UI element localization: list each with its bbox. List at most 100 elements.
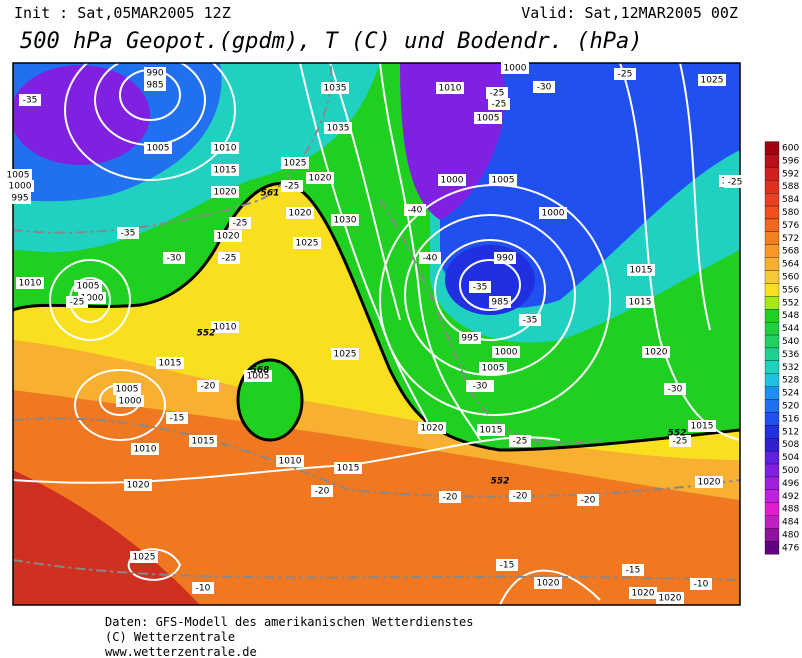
colorbar-swatch: [764, 515, 780, 529]
temperature-label-box: [19, 94, 41, 106]
isobar-label-box: [331, 214, 359, 226]
colorbar-label: 496: [782, 479, 799, 489]
temperature-label: -30: [167, 254, 182, 264]
colorbar-swatch: [764, 541, 780, 555]
isobar-label-box: [459, 332, 481, 344]
temperature-label: -40: [408, 206, 423, 216]
isobar-label-box: [144, 79, 166, 91]
temperature-label-box: [117, 227, 139, 239]
colorbar-swatch: [764, 257, 780, 271]
colorbar-swatch: [764, 450, 780, 465]
map: [13, 63, 740, 605]
colorbar-label: 568: [782, 247, 799, 257]
isobar-label: 995: [461, 334, 478, 344]
temperature-label-box: [496, 559, 518, 571]
isobar-label-box: [324, 122, 352, 134]
isobar-label: 1025: [133, 553, 156, 563]
isobar-label-box: [438, 174, 466, 186]
isobar-label: 1005: [247, 372, 270, 382]
colorbar-swatch: [764, 180, 780, 194]
isobar-label: 1000: [119, 397, 142, 407]
temperature-label: -20: [581, 496, 596, 506]
isobar-label-box: [477, 424, 505, 436]
isobar-label-box: [286, 207, 314, 219]
temperature-label: -25: [673, 437, 688, 447]
colorbar-label: 524: [782, 389, 799, 399]
isobar-label: 1020: [127, 481, 150, 491]
temperature-label-box: [509, 435, 531, 447]
isobar-label-box: [124, 479, 152, 491]
colorbar-swatch: [764, 463, 780, 478]
isobar-label: 1020: [217, 232, 240, 242]
isobar-label: 985: [491, 298, 508, 308]
isobar-label-box: [492, 346, 520, 358]
isobar-label: 1005: [116, 385, 139, 395]
isobar-label-box: [688, 420, 716, 432]
colorbar-swatch: [764, 399, 780, 413]
isobar-label: 985: [146, 81, 163, 91]
isobar-label: 1000: [441, 176, 464, 186]
isobar-label-box: [436, 82, 464, 94]
temperature-label-box: [281, 180, 303, 192]
isobar-label: 1020: [309, 174, 332, 184]
colorbar-label: 560: [782, 273, 799, 283]
isobar-label: 1035: [324, 84, 347, 94]
colorbar-swatch: [764, 489, 780, 503]
isobar-label-box: [494, 252, 516, 264]
isobar-label: 1035: [327, 124, 350, 134]
colorbar-label: 480: [782, 531, 799, 541]
colorbar-swatch: [764, 141, 780, 155]
isobar-label-box: [130, 551, 158, 563]
temperature-label-box: [533, 81, 555, 93]
colorbar-swatch: [764, 218, 780, 232]
temperature-label: -35: [121, 229, 136, 239]
isobar-label: 1015: [337, 464, 360, 474]
colorbar-swatch: [764, 373, 780, 387]
colorbar-swatch: [764, 412, 780, 426]
temperature-label: -25: [728, 178, 743, 188]
isobar-label: 1000: [542, 209, 565, 219]
colorbar-swatch: [764, 321, 780, 336]
isobar-label: 1015: [630, 266, 653, 276]
height-label: 568: [251, 366, 270, 376]
colorbar-label: 544: [782, 324, 799, 334]
isobar-label-box: [489, 174, 517, 186]
colorbar-swatch: [764, 386, 780, 400]
temperature-label: -15: [500, 561, 515, 571]
isobar-label: 1000: [495, 348, 518, 358]
isobar-label-box: [627, 264, 655, 276]
isobar-label: 1030: [334, 216, 357, 226]
isobar-label: 1025: [334, 350, 357, 360]
isobar-label-box: [501, 62, 529, 74]
isobar-label: 990: [146, 69, 163, 79]
isobar-label-box: [334, 462, 362, 474]
colorbar-label: 564: [782, 260, 799, 270]
colorbar-label: 476: [782, 543, 799, 553]
temperature-label: -20: [443, 493, 458, 503]
colorbar-label: 532: [782, 363, 799, 373]
colorbar-label: 596: [782, 156, 799, 166]
temperature-label-box: [724, 176, 746, 188]
isobar-label-box: [131, 443, 159, 455]
temperature-label-box: [197, 380, 219, 392]
isobar-label-box: [489, 296, 511, 308]
isobar-label-box: [474, 112, 502, 124]
temperature-label: -25: [618, 70, 633, 80]
temperature-label-box: [163, 252, 185, 264]
isobar-label: 1000: [9, 182, 32, 192]
isobar-label-box: [211, 186, 239, 198]
isobar-label-box: [6, 180, 34, 192]
colorbar-label: 556: [782, 285, 799, 295]
colorbar-swatch: [764, 167, 780, 181]
isobar-label: 1020: [632, 589, 655, 599]
temperature-label: -20: [513, 492, 528, 502]
temperature-label-box: [469, 281, 491, 293]
isobar-label-box: [698, 74, 726, 86]
height-label: 561: [261, 189, 280, 199]
temperature-label-box: [311, 485, 333, 497]
isobar-label: 1005: [147, 144, 170, 154]
colorbar-label: 484: [782, 518, 799, 528]
isobar-label-box: [629, 587, 657, 599]
colorbar-label: 520: [782, 402, 799, 412]
temperature-label-box: [229, 217, 251, 229]
